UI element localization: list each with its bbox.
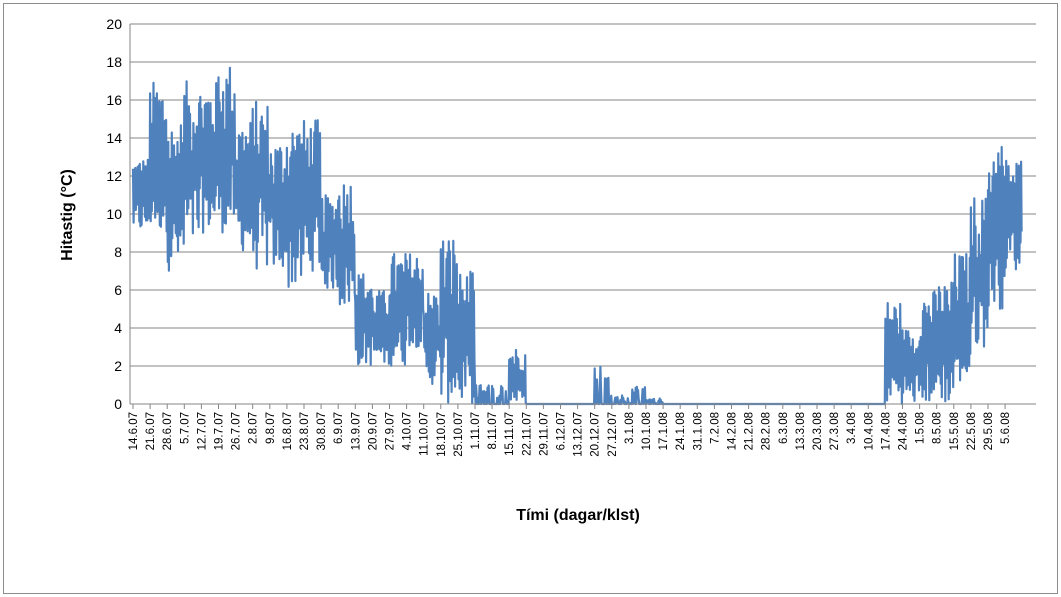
- x-tick-label: 8.5.08: [932, 412, 944, 444]
- x-tick-label: 20.3.08: [812, 412, 824, 450]
- x-tick-label: 19.7.07: [214, 412, 226, 450]
- x-tick-label: 14.6.07: [128, 412, 140, 450]
- x-tick-label: 24.1.08: [675, 412, 687, 450]
- x-tick-label: 10.4.08: [863, 412, 875, 450]
- x-tick-label: 24.4.08: [898, 412, 910, 450]
- x-tick-label: 14.2.08: [727, 412, 739, 450]
- x-tick-label: 18.10.07: [436, 412, 448, 457]
- x-tick-label: 1.5.08: [915, 412, 927, 444]
- x-tick-label: 25.10.07: [453, 412, 465, 457]
- x-tick-label: 5.6.08: [1000, 412, 1012, 444]
- x-tick-label: 27.3.08: [829, 412, 841, 450]
- x-tick-label: 10.1.08: [641, 412, 653, 450]
- y-tick-label: 20: [106, 16, 122, 32]
- chart-frame: [3, 3, 1058, 594]
- y-tick-label: 16: [106, 92, 122, 108]
- temperature-series: [131, 66, 1023, 406]
- y-tick-label: 18: [106, 54, 122, 70]
- x-tick-label: 22.11.07: [521, 412, 533, 456]
- temperature-line: [131, 66, 1023, 406]
- y-tick-label: 12: [106, 168, 122, 184]
- x-tick-label: 30.8.07: [316, 412, 328, 450]
- x-tick-label: 16.8.07: [282, 412, 294, 450]
- axes: [129, 24, 1036, 409]
- x-tick-label: 29.11.07: [538, 412, 550, 456]
- x-tick-label: 3.4.08: [846, 412, 858, 444]
- y-tick-label: 2: [114, 358, 122, 374]
- x-tick-label: 27.9.07: [385, 412, 397, 450]
- x-axis-title: Tími (dagar/klst): [516, 507, 640, 524]
- x-tick-label: 8.11.07: [487, 412, 499, 450]
- x-tick-label: 6.12.07: [556, 412, 568, 450]
- x-tick-label: 11.10.07: [419, 412, 431, 456]
- x-tick-label: 5.7.07: [179, 412, 191, 444]
- x-tick-label: 15.11.07: [504, 412, 516, 456]
- x-tick-labels: 14.6.07 21.6.07 28.6.07 5.7.07 12.7.07 19.7.0…: [128, 412, 1012, 457]
- x-tick-label: 13.9.07: [350, 412, 362, 450]
- x-tick-label: 2.8.07: [248, 412, 260, 444]
- y-tick-label: 8: [114, 244, 122, 260]
- x-tick-label: 13.3.08: [795, 412, 807, 450]
- y-tick-label: 0: [114, 396, 122, 412]
- x-tick-label: 6.9.07: [333, 412, 345, 444]
- x-tick-label: 13.12.07: [573, 412, 585, 457]
- x-tick-label: 17.1.08: [658, 412, 670, 450]
- x-tick-label: 20.12.07: [590, 412, 602, 457]
- x-tick-label: 22.5.08: [966, 412, 978, 450]
- x-tick-label: 20.9.07: [367, 412, 379, 450]
- y-tick-label: 6: [114, 282, 122, 298]
- x-tick-label: 26.7.07: [231, 412, 243, 450]
- y-tick-label: 14: [106, 130, 122, 146]
- x-tick-label: 3.1.08: [624, 412, 636, 444]
- x-tick-label: 15.5.08: [949, 412, 961, 450]
- x-tick-label: 21.2.08: [744, 412, 756, 450]
- x-tick-label: 6.3.08: [778, 412, 790, 444]
- y-tick-labels: 0 2 4 6 8 10 12 14 16 18 20: [106, 16, 122, 412]
- x-tick-label: 29.5.08: [983, 412, 995, 450]
- x-tick-label: 28.2.08: [761, 412, 773, 450]
- x-tick-label: 23.8.07: [299, 412, 311, 450]
- x-tick-label: 4.10.07: [402, 412, 414, 450]
- x-tick-label: 7.2.08: [709, 412, 721, 444]
- x-tick-label: 21.6.07: [145, 412, 157, 450]
- y-axis-title: Hitastig (°C): [59, 169, 76, 261]
- x-tick-label: 27.12.07: [607, 412, 619, 457]
- x-tick-label: 12.7.07: [196, 412, 208, 450]
- y-tick-label: 4: [114, 320, 122, 336]
- x-tick-label: 17.4.08: [880, 412, 892, 450]
- x-tick-label: 1.11.07: [470, 412, 482, 450]
- x-tick-label: 28.6.07: [162, 412, 174, 450]
- x-tick-label: 9.8.07: [265, 412, 277, 444]
- y-tick-label: 10: [106, 206, 122, 222]
- x-tick-label: 31.1.08: [692, 412, 704, 450]
